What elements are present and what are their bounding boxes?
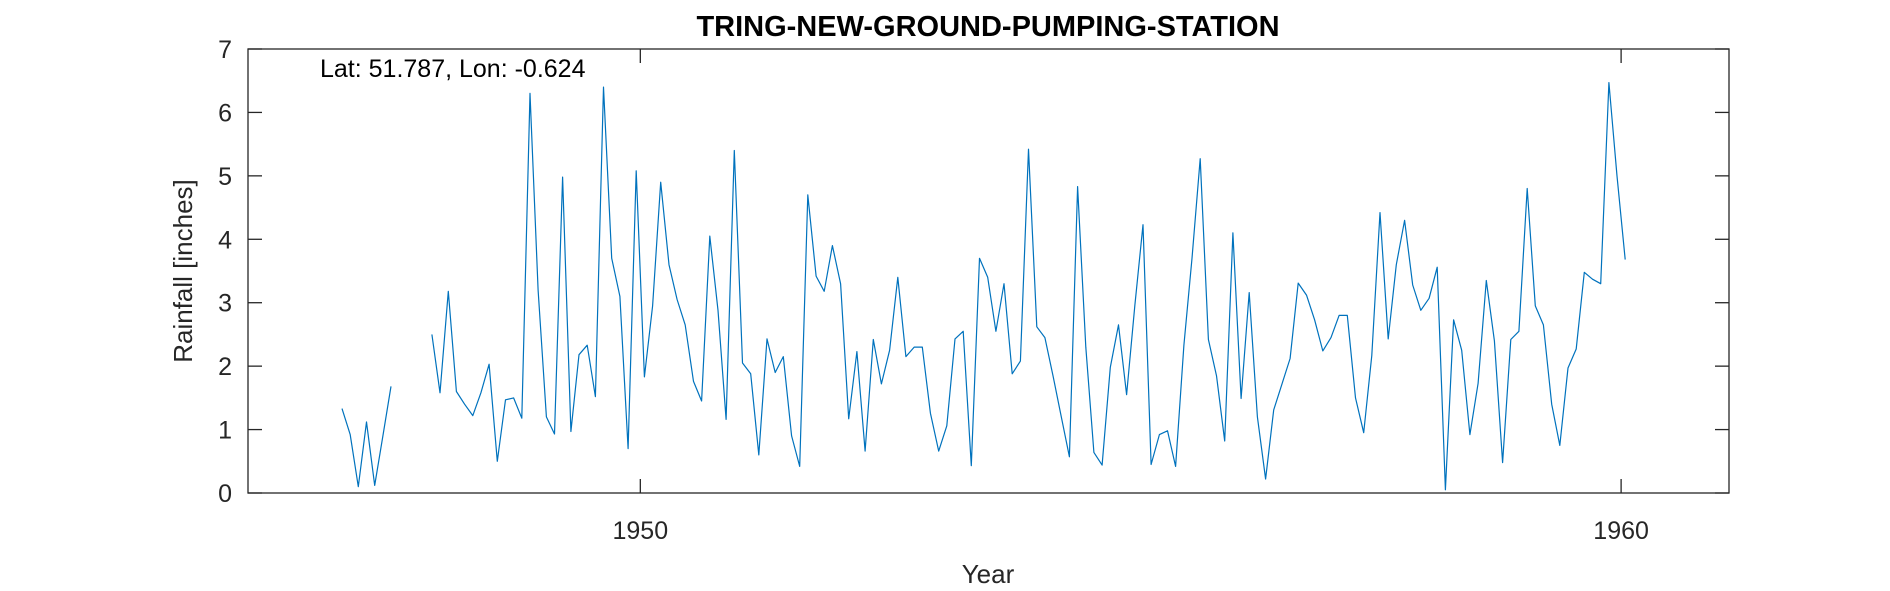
y-axis: 0 1 2 3 4 5 6 7	[218, 36, 1729, 508]
x-tick-label: 1950	[613, 517, 669, 545]
y-tick-label: 5	[218, 163, 232, 191]
y-tick-label: 2	[218, 353, 232, 381]
y-tick-label: 7	[218, 36, 232, 64]
chart-title: TRING-NEW-GROUND-PUMPING-STATION	[696, 11, 1279, 43]
y-tick-label: 1	[218, 417, 232, 445]
y-tick-label: 0	[218, 480, 232, 508]
y-tick-label: 3	[218, 290, 232, 318]
series-layer	[341, 82, 1626, 491]
location-annotation: Lat: 51.787, Lon: -0.624	[320, 55, 586, 83]
x-tick-label: 1960	[1593, 517, 1649, 545]
rainfall-series-line	[341, 82, 1626, 491]
y-tick-label: 4	[218, 226, 232, 254]
x-axis-label: Year	[962, 559, 1015, 589]
plot-area	[247, 48, 1730, 494]
x-axis: 1950 1960	[613, 49, 1649, 545]
y-tick-label: 6	[218, 99, 232, 127]
y-axis-label: Rainfall [inches]	[168, 179, 198, 363]
